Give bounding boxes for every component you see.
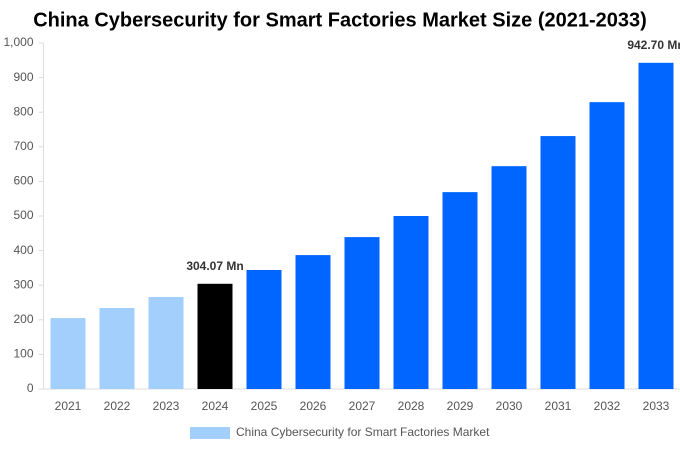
x-tick-label: 2029 [447,399,474,413]
bar [295,255,331,389]
y-tick-label: 300 [13,277,33,291]
bar [589,102,625,389]
y-tick-label: 200 [13,312,33,326]
chart-title: China Cybersecurity for Smart Factories … [33,9,647,31]
y-tick-label: 1,000 [3,35,33,49]
x-tick-label: 2027 [349,399,376,413]
bar [99,308,135,389]
x-tick-label: 2021 [55,399,82,413]
y-tick-label: 600 [13,174,33,188]
y-tick-label: 700 [13,139,33,153]
bar [148,296,184,389]
y-tick-label: 500 [13,208,33,222]
x-tick-label: 2030 [496,399,523,413]
x-tick-label: 2022 [104,399,131,413]
x-tick-label: 2033 [643,399,670,413]
data-label: 304.07 Mn [186,259,243,273]
bar [50,318,86,389]
x-tick-label: 2031 [545,399,572,413]
bar [393,216,429,389]
y-tick-label: 900 [13,70,33,84]
bar [246,269,282,389]
bar [540,136,576,389]
x-tick-label: 2024 [202,399,229,413]
y-tick-label: 100 [13,347,33,361]
bar [491,166,527,389]
bar [442,192,478,389]
y-tick-label: 0 [27,381,34,395]
x-tick-label: 2026 [300,399,327,413]
bar [197,283,233,389]
bar [344,237,380,389]
bar [638,62,674,389]
x-tick-label: 2025 [251,399,278,413]
y-tick-label: 400 [13,243,33,257]
legend-label: China Cybersecurity for Smart Factories … [236,425,490,439]
x-tick-label: 2028 [398,399,425,413]
data-label: 942.70 Mn [627,38,680,52]
x-tick-label: 2032 [594,399,621,413]
legend-swatch [190,427,230,439]
x-tick-label: 2023 [153,399,180,413]
y-tick-label: 800 [13,104,33,118]
